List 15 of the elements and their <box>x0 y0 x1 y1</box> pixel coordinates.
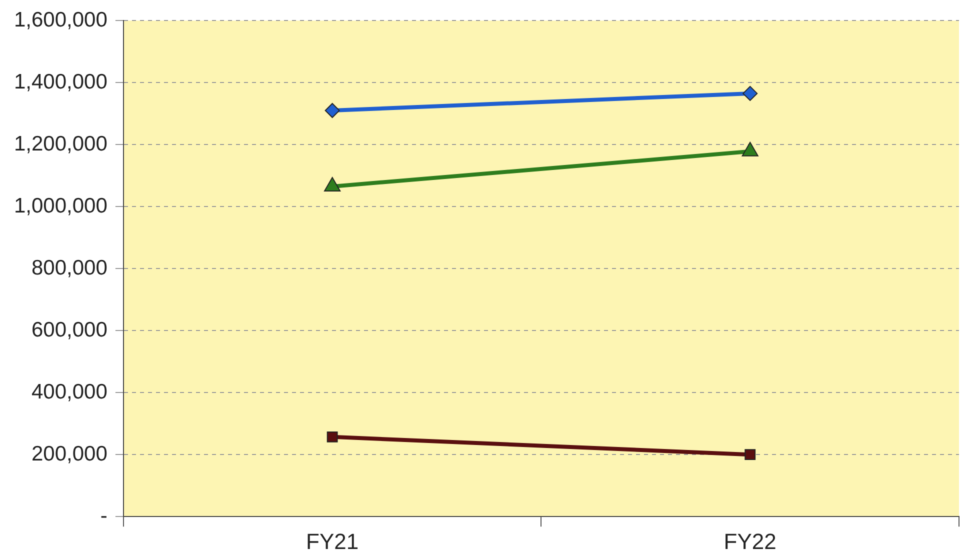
y-tick-label: 1,600,000 <box>14 8 108 32</box>
y-tick-label: 1,200,000 <box>14 132 108 156</box>
y-tick-label: 1,400,000 <box>14 70 108 94</box>
y-tick-label: 400,000 <box>32 380 108 404</box>
point <box>326 431 338 442</box>
y-tick-label: - <box>100 504 108 528</box>
point <box>324 103 340 118</box>
y-tick-label: 800,000 <box>32 256 108 280</box>
point <box>742 86 758 101</box>
y-tick-label: 1,000,000 <box>14 194 108 218</box>
y-tick-label: 200,000 <box>32 442 108 466</box>
x-tick-label: FY22 <box>724 528 776 554</box>
x-tick-label: FY21 <box>306 528 359 554</box>
point <box>744 449 756 460</box>
y-tick-label: 600,000 <box>32 318 108 342</box>
